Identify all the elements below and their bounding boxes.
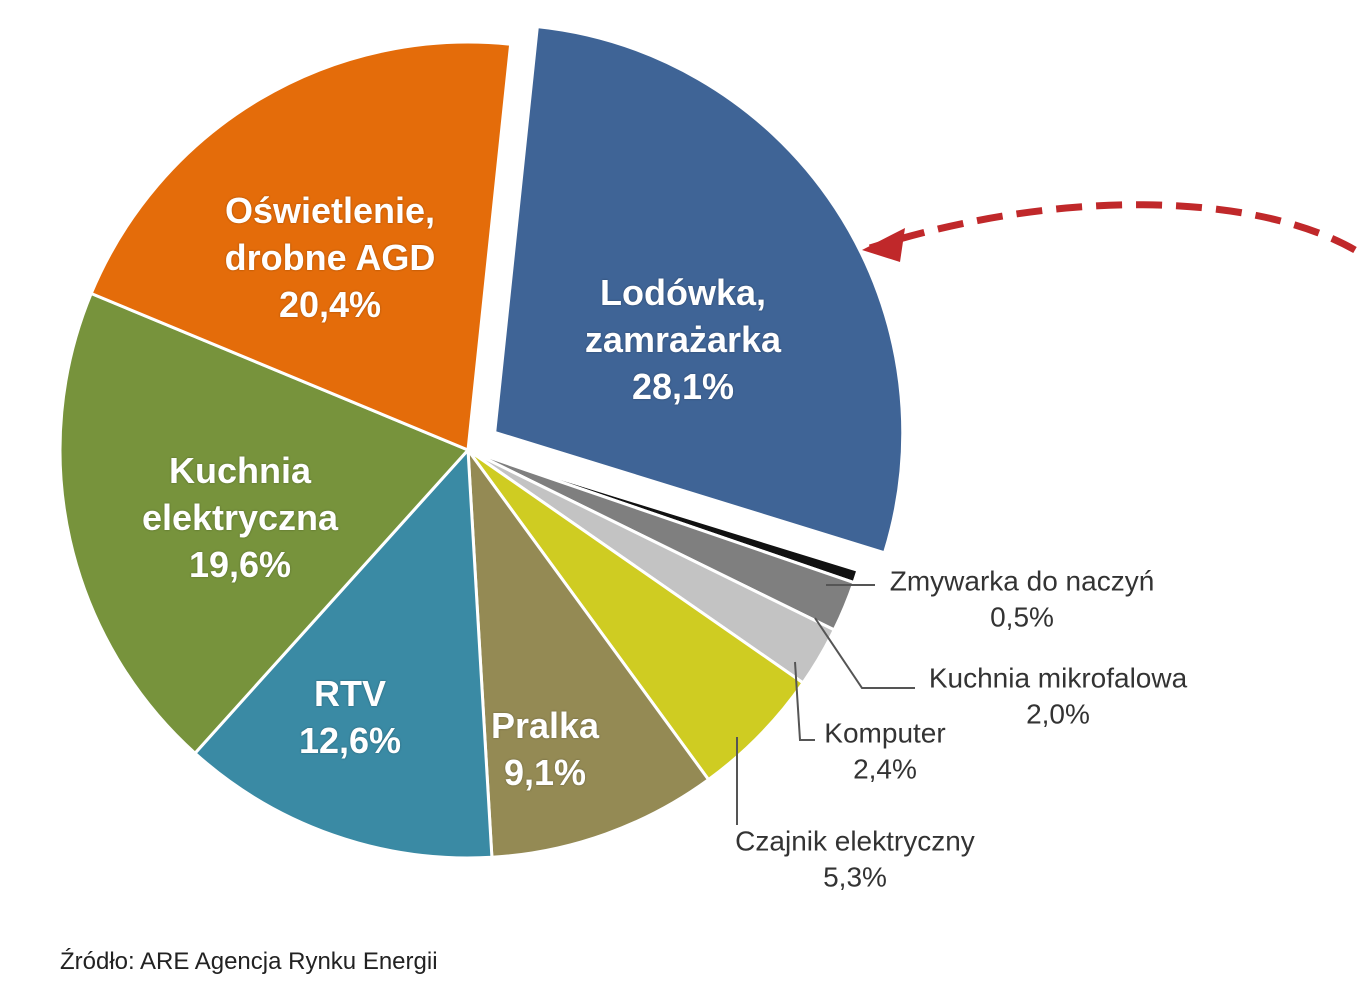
- slice-label: RTV 12,6%: [270, 671, 430, 765]
- category-label: RTV: [314, 673, 386, 715]
- value-label: 9,1%: [503, 752, 587, 793]
- slice-label: Oświetlenie, drobne AGD 20,4%: [200, 188, 460, 328]
- slice-label: Pralka 9,1%: [445, 703, 645, 797]
- slice-label: Kuchnia elektryczna 19,6%: [115, 448, 365, 588]
- value-label: 2,4%: [853, 754, 917, 785]
- category-label: Komputer: [824, 717, 946, 749]
- value-label: 28,1%: [631, 365, 735, 407]
- value-label: 2,0%: [1026, 699, 1090, 730]
- category-label: Kuchnia elektryczna: [141, 449, 339, 538]
- arrow: [868, 201, 1357, 254]
- slice-label: Lodówka, zamrażarka 28,1%: [553, 270, 813, 410]
- category-label: Pralka: [490, 705, 600, 747]
- category-label: Czajnik elektryczny: [735, 825, 975, 857]
- slice-label: Zmywarka do naczyń 0,5%: [890, 564, 1155, 637]
- arrow-head: [862, 228, 905, 262]
- value-label: 12,6%: [298, 720, 402, 761]
- pie-slice: [192, 446, 494, 860]
- slice-label: Kuchnia mikrofalowa 2,0%: [929, 661, 1187, 734]
- pie-slice: [493, 24, 905, 555]
- category-label: Zmywarka do naczyń: [889, 565, 1155, 597]
- value-label: 20,4%: [278, 283, 382, 325]
- value-label: 0,5%: [990, 602, 1054, 633]
- value-label: 19,6%: [188, 543, 292, 585]
- source: Źródło: ARE Agencja Rynku Energii: [60, 948, 438, 975]
- leader-line: [794, 661, 815, 741]
- pie-slice: [89, 40, 513, 453]
- value-label: 5,3%: [823, 862, 887, 893]
- pie-slice: [466, 444, 711, 859]
- leader-line: [814, 617, 915, 689]
- pie-slice: [466, 448, 806, 782]
- slice-label: Czajnik elektryczny 5,3%: [735, 824, 975, 897]
- slice-label: Komputer 2,4%: [824, 716, 945, 789]
- category-label: Lodówka, zamrażarka: [584, 271, 782, 360]
- category-label: Kuchnia mikrofalowa: [928, 662, 1188, 694]
- category-label: Oświetlenie, drobne AGD: [224, 189, 436, 278]
